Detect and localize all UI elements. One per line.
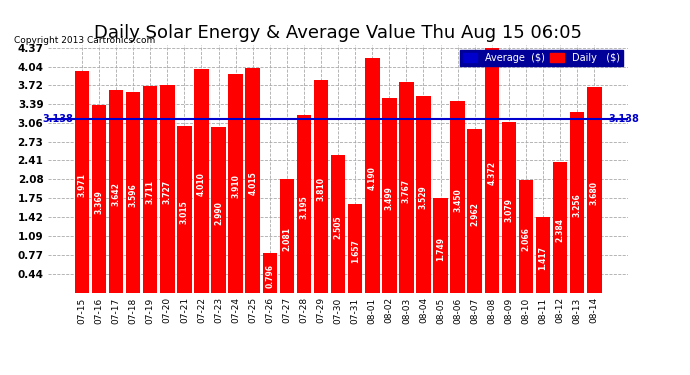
Text: 3.680: 3.680	[590, 181, 599, 205]
Text: 3.711: 3.711	[146, 180, 155, 204]
Text: 3.369: 3.369	[95, 190, 103, 214]
Bar	[468, 129, 482, 299]
Text: 4.190: 4.190	[368, 166, 377, 190]
Bar	[348, 204, 362, 299]
Text: 3.727: 3.727	[163, 180, 172, 204]
Text: 3.499: 3.499	[385, 186, 394, 210]
Text: 3.596: 3.596	[128, 184, 137, 207]
Text: 3.767: 3.767	[402, 178, 411, 203]
Text: Copyright 2013 Cartronics.com: Copyright 2013 Cartronics.com	[14, 36, 155, 45]
Text: 3.971: 3.971	[77, 173, 86, 197]
Bar	[451, 101, 465, 299]
Bar	[211, 127, 226, 299]
Bar	[194, 69, 208, 299]
Bar	[382, 98, 397, 299]
Text: 0.796: 0.796	[265, 264, 275, 288]
Text: 3.256: 3.256	[573, 194, 582, 217]
Text: 4.372: 4.372	[487, 161, 496, 185]
Bar	[228, 74, 243, 299]
Text: 2.505: 2.505	[333, 215, 343, 239]
Text: 4.010: 4.010	[197, 172, 206, 196]
Bar	[92, 105, 106, 299]
Bar	[570, 112, 584, 299]
Text: 2.066: 2.066	[522, 228, 531, 251]
Text: 1.417: 1.417	[539, 246, 548, 270]
Bar	[160, 85, 175, 299]
Text: 3.195: 3.195	[299, 195, 308, 219]
Bar	[536, 217, 551, 299]
Title: Daily Solar Energy & Average Value Thu Aug 15 06:05: Daily Solar Energy & Average Value Thu A…	[94, 24, 582, 42]
Legend: Average  ($), Daily   ($): Average ($), Daily ($)	[460, 50, 623, 66]
Text: 4.015: 4.015	[248, 172, 257, 195]
Text: 3.529: 3.529	[419, 186, 428, 209]
Text: 3.079: 3.079	[504, 198, 513, 222]
Bar	[262, 253, 277, 299]
Bar	[399, 82, 414, 299]
Text: 1.657: 1.657	[351, 239, 359, 263]
Bar	[297, 116, 311, 299]
Text: 2.081: 2.081	[282, 227, 291, 251]
Text: 3.450: 3.450	[453, 188, 462, 211]
Bar	[126, 92, 140, 299]
Bar	[109, 90, 124, 299]
Bar	[75, 71, 89, 299]
Bar	[246, 68, 260, 299]
Text: 3.642: 3.642	[112, 182, 121, 206]
Bar	[365, 58, 380, 299]
Text: 2.990: 2.990	[214, 201, 223, 225]
Text: 2.962: 2.962	[471, 202, 480, 226]
Bar	[484, 48, 499, 299]
Bar	[433, 198, 448, 299]
Bar	[553, 162, 567, 299]
Bar	[331, 155, 346, 299]
Bar	[502, 122, 516, 299]
Text: 3.910: 3.910	[231, 175, 240, 198]
Bar	[587, 87, 602, 299]
Text: 3.810: 3.810	[317, 177, 326, 201]
Bar	[416, 96, 431, 299]
Bar	[177, 126, 192, 299]
Text: 2.384: 2.384	[555, 218, 564, 242]
Text: 1.749: 1.749	[436, 237, 445, 261]
Text: 3.680: 3.680	[604, 181, 613, 205]
Bar	[143, 86, 157, 299]
Text: 3.138: 3.138	[43, 114, 73, 124]
Bar	[314, 80, 328, 299]
Bar	[519, 180, 533, 299]
Text: 3.015: 3.015	[180, 200, 189, 224]
Text: 3.138: 3.138	[608, 114, 639, 124]
Bar	[279, 179, 294, 299]
